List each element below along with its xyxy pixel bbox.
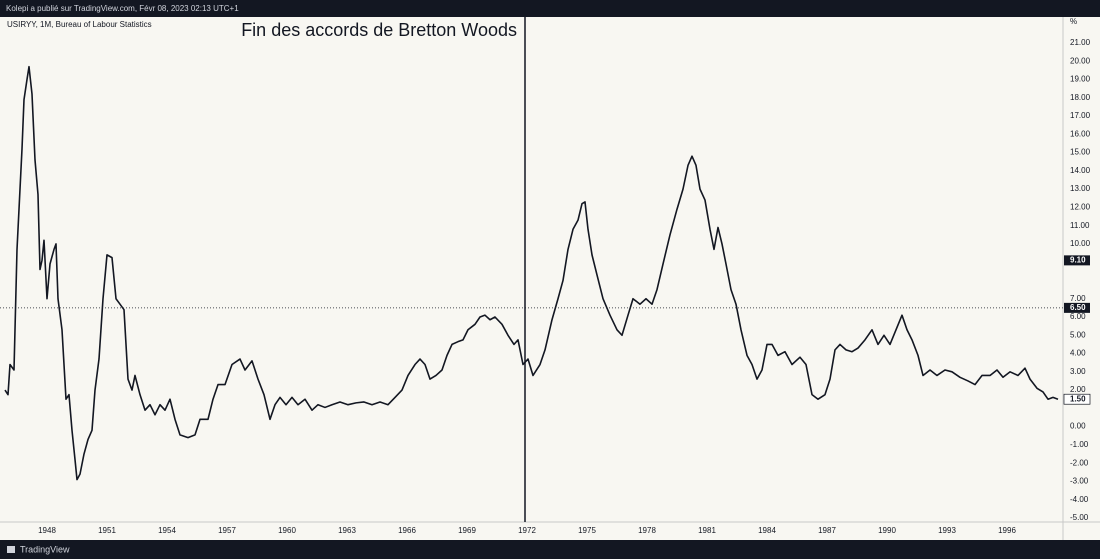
price-label-box — [1064, 302, 1090, 313]
y-tick-label: 21.00 — [1070, 38, 1091, 47]
x-tick-label: 1981 — [698, 526, 716, 535]
footer-logo — [7, 546, 15, 553]
y-tick-label: 14.00 — [1070, 166, 1091, 175]
legend-text: USIRYY, 1M, Bureau of Labour Statistics — [7, 20, 152, 29]
price-label: 6.50 — [1070, 303, 1086, 312]
x-tick-label: 1969 — [458, 526, 476, 535]
y-unit: % — [1070, 17, 1077, 26]
x-tick-label: 1960 — [278, 526, 296, 535]
y-tick-label: 0.00 — [1070, 422, 1086, 431]
annotation: Fin des accords de Bretton Woods — [241, 20, 517, 40]
x-tick-label: 1957 — [218, 526, 236, 535]
y-tick-label: 6.00 — [1070, 312, 1086, 321]
x-tick-label: 1972 — [518, 526, 536, 535]
y-tick-label: 17.00 — [1070, 111, 1091, 120]
y-tick-label: 13.00 — [1070, 184, 1091, 193]
price-label: 1.50 — [1070, 394, 1086, 403]
price-label-box — [1063, 393, 1091, 405]
y-tick-label: -2.00 — [1070, 458, 1089, 467]
y-tick-label: -3.00 — [1070, 477, 1089, 486]
x-tick-label: 1951 — [98, 526, 116, 535]
header-bar — [0, 0, 1100, 17]
header-text: Kolepi a publié sur TradingView.com, Fév… — [6, 4, 239, 13]
y-tick-label: 19.00 — [1070, 75, 1091, 84]
y-tick-label: 2.00 — [1070, 385, 1086, 394]
y-tick-label: -4.00 — [1070, 495, 1089, 504]
price-label: 9.10 — [1070, 255, 1086, 264]
x-tick-label: 1996 — [998, 526, 1016, 535]
y-tick-label: 11.00 — [1070, 221, 1090, 230]
y-tick-label: 12.00 — [1070, 202, 1091, 211]
series-line — [4, 65, 1059, 481]
x-tick-label: 1954 — [158, 526, 176, 535]
price-label-box — [1064, 255, 1090, 266]
y-tick-label: 20.00 — [1070, 56, 1091, 65]
footer-text: TradingView — [20, 544, 70, 554]
y-tick-label: 15.00 — [1070, 148, 1091, 157]
y-tick-label: 7.00 — [1070, 294, 1086, 303]
y-tick-label: -5.00 — [1070, 513, 1089, 522]
x-tick-label: 1963 — [338, 526, 356, 535]
y-tick-label: 3.00 — [1070, 367, 1086, 376]
x-tick-label: 1978 — [638, 526, 656, 535]
x-tick-label: 1993 — [938, 526, 956, 535]
x-tick-label: 1987 — [818, 526, 836, 535]
y-tick-label: 5.00 — [1070, 330, 1086, 339]
x-tick-label: 1990 — [878, 526, 896, 535]
x-tick-label: 1984 — [758, 526, 776, 535]
x-tick-label: 1966 — [398, 526, 416, 535]
y-tick-label: 4.00 — [1070, 349, 1086, 358]
y-tick-label: 10.00 — [1070, 239, 1091, 248]
plot-background — [0, 17, 1100, 540]
y-tick-label: 16.00 — [1070, 129, 1091, 138]
footer-bar — [0, 540, 1100, 559]
x-tick-label: 1975 — [578, 526, 596, 535]
y-tick-label: -1.00 — [1070, 440, 1089, 449]
x-tick-label: 1948 — [38, 526, 56, 535]
y-tick-label: 18.00 — [1070, 93, 1091, 102]
